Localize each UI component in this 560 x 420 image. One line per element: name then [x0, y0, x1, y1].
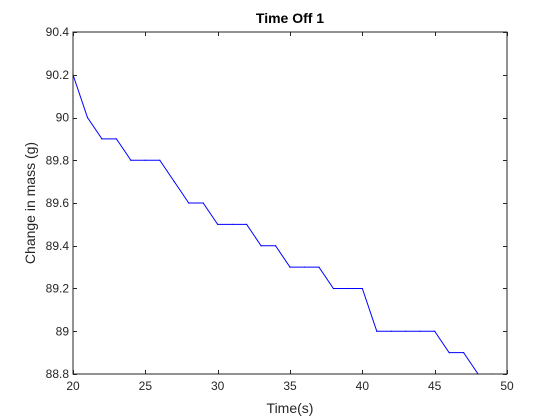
data-point	[448, 352, 450, 354]
data-point	[463, 352, 465, 354]
data-point	[289, 266, 291, 268]
x-axis-label: Time(s)	[267, 400, 314, 416]
data-point	[217, 223, 219, 225]
data-point	[434, 330, 436, 332]
y-tick-label: 89.2	[46, 282, 70, 296]
x-tick-label: 40	[356, 379, 370, 393]
data-point	[405, 330, 407, 332]
data-point	[188, 202, 190, 204]
y-tick-label: 88.8	[46, 367, 70, 381]
x-tick-label: 50	[500, 379, 514, 393]
data-point	[274, 245, 277, 247]
data-point	[260, 245, 262, 247]
x-tick-label: 30	[211, 379, 225, 393]
data-point	[159, 159, 161, 161]
data-point	[86, 116, 89, 119]
data-point	[144, 159, 146, 161]
data-point	[101, 138, 103, 140]
y-tick-label: 90.2	[46, 68, 70, 82]
x-tick-label: 45	[428, 379, 442, 393]
y-tick-label: 89.8	[46, 153, 70, 167]
y-tick-label: 89.6	[46, 196, 70, 210]
data-point	[332, 287, 334, 290]
series-line	[72, 74, 493, 375]
data-point	[318, 266, 320, 268]
x-tick-label: 20	[66, 379, 80, 393]
data-point	[202, 202, 204, 204]
y-tick-label: 90	[56, 111, 70, 125]
data-point	[130, 159, 132, 161]
data-point	[419, 330, 421, 332]
data-point	[173, 181, 175, 183]
data-point	[390, 330, 392, 332]
plot-frame	[72, 31, 508, 375]
data-point	[303, 266, 306, 268]
y-axis-label: Change in mass (g)	[22, 142, 38, 264]
data-point	[376, 330, 378, 332]
x-tick-label: 35	[283, 379, 297, 393]
y-tick-label: 90.4	[46, 25, 70, 39]
y-tick-label: 89.4	[46, 239, 70, 253]
data-point	[231, 223, 233, 225]
data-point	[361, 287, 363, 290]
data-point	[246, 223, 248, 225]
data-point	[347, 287, 349, 290]
x-tick-label: 25	[139, 379, 153, 393]
data-point	[115, 138, 117, 140]
y-tick-label: 89	[56, 324, 70, 338]
plot-background	[73, 32, 507, 374]
chart-title: Time Off 1	[256, 10, 324, 26]
